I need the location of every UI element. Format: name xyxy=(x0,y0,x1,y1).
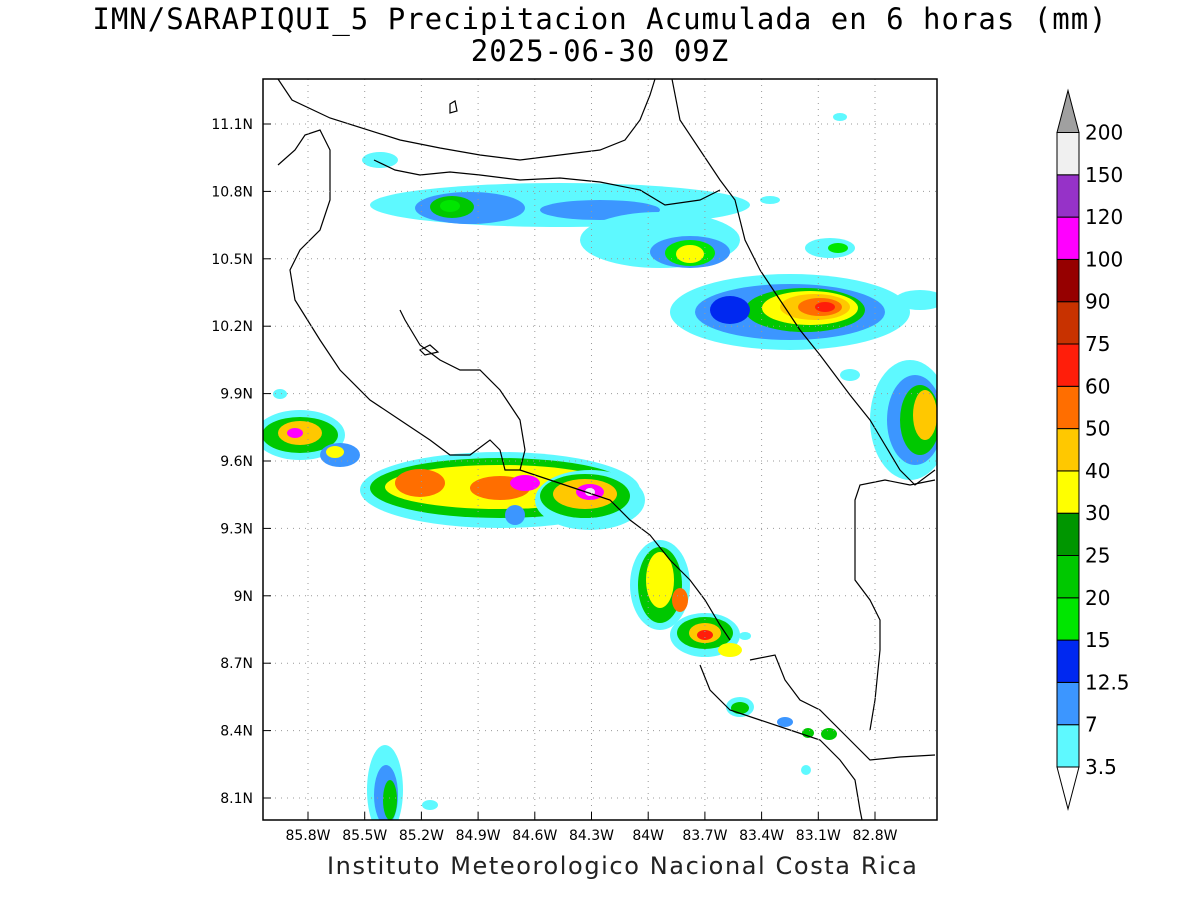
colorbar-lower-arrow xyxy=(1056,766,1080,811)
lon-tick-label: 82.8W xyxy=(852,828,897,844)
lat-tick-label: 8.7N xyxy=(220,656,253,672)
colorbar-label: 75 xyxy=(1085,332,1110,356)
lon-tick-label: 84.9W xyxy=(456,828,501,844)
colorbar-swatch xyxy=(1056,174,1080,218)
colorbar-label: 40 xyxy=(1085,459,1110,483)
gulf-nicoya xyxy=(519,469,731,641)
longitude-axis: 85.8W 85.5W 85.2W 84.9W 84.6W 84.3W 84W 83.7W 83… xyxy=(285,812,898,844)
precip-cell-southwest xyxy=(367,745,438,820)
lon-tick-label: 84W xyxy=(632,828,664,844)
colorbar-swatch xyxy=(1056,555,1080,599)
lat-tick-label: 8.1N xyxy=(220,791,253,807)
lon-tick-label: 85.5W xyxy=(342,828,387,844)
map-grid xyxy=(263,79,937,820)
nicaragua-costa-rica-border xyxy=(373,159,721,206)
lon-tick-label: 85.8W xyxy=(285,828,330,844)
colorbar-swatch xyxy=(1056,681,1080,726)
colorbar-swatch xyxy=(1056,385,1080,430)
colorbar-label: 90 xyxy=(1085,290,1110,314)
colorbar-label: 120 xyxy=(1085,205,1123,229)
latitude-axis: 11.1N 10.8N 10.5N 10.2N 9.9N 9.6N 9.3N 9N 8.7N 8.… xyxy=(211,117,271,807)
caribbean-coast xyxy=(671,79,936,486)
colorbar-swatch xyxy=(1056,639,1080,683)
colorbar-label: 30 xyxy=(1085,501,1110,525)
map-frame xyxy=(262,78,938,821)
lat-tick-label: 10.5N xyxy=(211,252,253,268)
colorbar-upper-arrow xyxy=(1056,88,1080,133)
colorbar-label: 25 xyxy=(1085,544,1110,568)
lat-tick-label: 10.2N xyxy=(211,319,253,335)
colorbar-label: 200 xyxy=(1085,121,1123,145)
small-island xyxy=(449,100,458,114)
colorbar-label: 150 xyxy=(1085,163,1123,187)
colorbar-swatch xyxy=(1056,724,1080,768)
lat-tick-label: 10.8N xyxy=(211,184,253,200)
colorbar-label: 100 xyxy=(1085,247,1123,271)
colorbar-label: 12.5 xyxy=(1085,670,1130,694)
lat-tick-label: 9.6N xyxy=(220,454,253,470)
nicoya-inlet xyxy=(418,344,440,356)
lake-nicaragua-outline xyxy=(277,79,656,161)
colorbar-label: 15 xyxy=(1085,628,1110,652)
map-title-line2: 2025-06-30 09Z xyxy=(470,34,730,68)
colorbar-swatch xyxy=(1056,301,1080,345)
colorbar-label: 20 xyxy=(1085,586,1110,610)
lon-tick-label: 84.3W xyxy=(569,828,614,844)
precip-band-main xyxy=(263,389,837,775)
colorbar-swatch xyxy=(1056,470,1080,514)
map-title-line1: IMN/SARAPIQUI_5 Precipitacion Acumulada … xyxy=(92,2,1108,36)
lon-tick-label: 83.7W xyxy=(682,828,727,844)
lon-tick-label: 85.2W xyxy=(399,828,444,844)
colorbar-swatch xyxy=(1056,258,1080,303)
colorbar-label: 3.5 xyxy=(1085,755,1117,779)
lat-tick-label: 9.3N xyxy=(220,521,253,537)
footer-credit: Instituto Meteorologico Nacional Costa R… xyxy=(327,852,919,880)
precipitation-field xyxy=(263,113,937,820)
colorbar-swatch xyxy=(1056,343,1080,387)
precip-band-north xyxy=(362,113,937,480)
bocas-coast xyxy=(854,479,936,731)
colorbar-swatch xyxy=(1056,216,1080,260)
lon-tick-label: 83.4W xyxy=(739,828,784,844)
colorbar-label: 7 xyxy=(1085,713,1098,737)
colorbar-swatch xyxy=(1056,132,1080,176)
colorbar-swatch xyxy=(1056,428,1080,472)
lat-tick-label: 8.4N xyxy=(220,724,253,740)
colorbar-swatch xyxy=(1056,597,1080,641)
lat-tick-label: 9.9N xyxy=(220,387,253,403)
colorbar: 3.5 7 12.5 15 20 25 30 40 50 60 75 90 100 120 150 200 xyxy=(1056,88,1130,811)
lat-tick-label: 11.1N xyxy=(211,117,253,133)
colorbar-label: 60 xyxy=(1085,374,1110,398)
coastlines xyxy=(277,79,936,820)
colorbar-swatch xyxy=(1056,512,1080,557)
panama-border xyxy=(749,654,936,761)
lon-tick-label: 84.6W xyxy=(512,828,557,844)
osa-peninsula xyxy=(699,664,863,820)
lat-tick-label: 9N xyxy=(234,589,253,605)
colorbar-label: 50 xyxy=(1085,417,1110,441)
lon-tick-label: 83.1W xyxy=(796,828,841,844)
